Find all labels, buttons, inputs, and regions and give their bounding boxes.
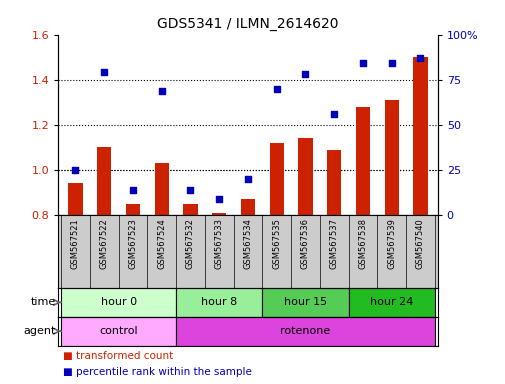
Bar: [262, 288, 348, 317]
Bar: [126, 204, 140, 215]
Text: agent: agent: [23, 326, 56, 336]
Bar: [68, 184, 82, 215]
Point: [301, 71, 309, 77]
Point: [387, 60, 395, 66]
Bar: [97, 147, 111, 215]
Text: GSM567522: GSM567522: [99, 218, 109, 269]
Text: GSM567535: GSM567535: [272, 218, 281, 269]
Text: time: time: [30, 297, 56, 308]
Point: [358, 60, 366, 66]
Text: GSM567536: GSM567536: [300, 218, 310, 269]
Bar: [326, 150, 341, 215]
Text: hour 0: hour 0: [100, 297, 136, 308]
Bar: [176, 317, 434, 346]
Text: hour 15: hour 15: [283, 297, 326, 308]
Point: [100, 70, 108, 76]
Text: hour 8: hour 8: [200, 297, 237, 308]
Text: GSM567538: GSM567538: [358, 218, 367, 269]
Text: GSM567534: GSM567534: [243, 218, 252, 269]
Text: ■ percentile rank within the sample: ■ percentile rank within the sample: [63, 367, 251, 377]
Point: [416, 55, 424, 61]
Bar: [176, 288, 262, 317]
Text: control: control: [99, 326, 137, 336]
Text: GSM567521: GSM567521: [71, 218, 80, 269]
Bar: [61, 288, 176, 317]
Bar: [183, 204, 197, 215]
Text: GSM567532: GSM567532: [185, 218, 194, 269]
Point: [158, 88, 166, 94]
Text: GDS5341 / ILMN_2614620: GDS5341 / ILMN_2614620: [157, 17, 338, 31]
Text: ■ transformed count: ■ transformed count: [63, 351, 173, 361]
Bar: [413, 57, 427, 215]
Point: [243, 176, 251, 182]
Point: [186, 187, 194, 193]
Bar: [297, 138, 312, 215]
Point: [215, 196, 223, 202]
Bar: [384, 100, 398, 215]
Bar: [154, 163, 169, 215]
Bar: [269, 143, 283, 215]
Text: hour 24: hour 24: [369, 297, 413, 308]
Bar: [61, 317, 176, 346]
Point: [329, 111, 337, 117]
Point: [71, 167, 79, 173]
Bar: [348, 288, 434, 317]
Bar: [240, 199, 255, 215]
Point: [272, 86, 280, 92]
Bar: [355, 107, 369, 215]
Text: GSM567533: GSM567533: [214, 218, 223, 269]
Text: GSM567540: GSM567540: [415, 218, 424, 269]
Text: GSM567523: GSM567523: [128, 218, 137, 269]
Point: [129, 187, 137, 193]
Text: GSM567537: GSM567537: [329, 218, 338, 269]
Text: GSM567539: GSM567539: [386, 218, 395, 269]
Bar: [212, 213, 226, 215]
Text: rotenone: rotenone: [280, 326, 330, 336]
Text: GSM567524: GSM567524: [157, 218, 166, 269]
